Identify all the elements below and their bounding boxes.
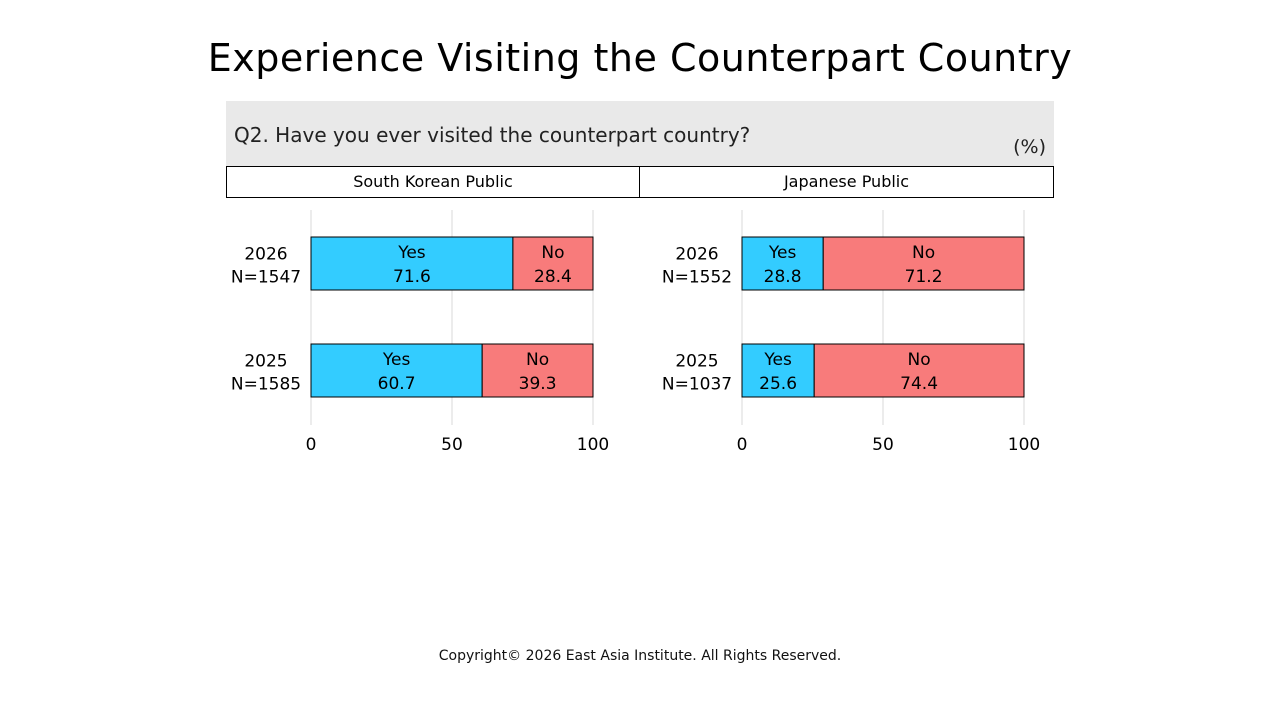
south-korea-data-label-yes-1: 60.7 — [378, 374, 416, 394]
south-korea-data-label-yes-0: 71.6 — [393, 267, 431, 287]
south-korea-series-label-yes-0: Yes — [397, 243, 426, 263]
south-korea-x-tick-label-50: 50 — [441, 435, 463, 455]
south-korea-category-label-0: 2026 N=1547 — [231, 245, 301, 288]
south-korea-x-tick-label-0: 0 — [306, 435, 317, 455]
japan-x-tick-label-50: 50 — [872, 435, 894, 455]
question-band: Q2. Have you ever visited the counterpar… — [226, 101, 1054, 166]
japan-series-label-yes-1: Yes — [763, 350, 792, 370]
south-korea-series-label-no-1: No — [526, 350, 549, 370]
japan-series-label-no-0: No — [912, 243, 935, 263]
unit-label: (%) — [1013, 136, 1046, 158]
japan-data-label-no-1: 74.4 — [900, 374, 938, 394]
japan-category-label-0: 2026 N=1552 — [662, 245, 732, 288]
japan-bar-yes-1 — [741, 343, 815, 398]
japan-data-label-yes-1: 25.6 — [759, 374, 797, 394]
japan-bar-no-1 — [813, 343, 1025, 398]
south-korea-bar-no-1 — [481, 343, 594, 398]
panel-header-row: South Korean Public Japanese Public — [226, 166, 1054, 198]
south-korea-category-label-1: 2025 N=1585 — [231, 352, 301, 395]
south-korea-series-label-yes-1: Yes — [382, 350, 411, 370]
japan-x-tick-label-0: 0 — [737, 435, 748, 455]
question-text: Q2. Have you ever visited the counterpar… — [234, 123, 751, 147]
south-korea-bar-yes-1 — [310, 343, 483, 398]
japan-x-tick-label-100: 100 — [1008, 435, 1040, 455]
japan-data-label-no-0: 71.2 — [905, 267, 943, 287]
panel-header-japan: Japanese Public — [640, 167, 1054, 197]
chart-title: Experience Visiting the Counterpart Coun… — [207, 36, 1073, 80]
japan-series-label-yes-0: Yes — [768, 243, 797, 263]
japan-data-label-yes-0: 28.8 — [764, 267, 802, 287]
copyright-footer: Copyright© 2026 East Asia Institute. All… — [438, 648, 842, 664]
south-korea-data-label-no-0: 28.4 — [534, 267, 572, 287]
south-korea-bar-no-0 — [512, 236, 594, 291]
south-korea-x-tick-label-100: 100 — [577, 435, 609, 455]
japan-bar-yes-0 — [741, 236, 824, 291]
south-korea-bar-yes-0 — [310, 236, 514, 291]
japan-category-label-1: 2025 N=1037 — [662, 352, 732, 395]
south-korea-data-label-no-1: 39.3 — [519, 374, 557, 394]
japan-series-label-no-1: No — [908, 350, 931, 370]
south-korea-series-label-no-0: No — [541, 243, 564, 263]
panel-header-south-korea: South Korean Public — [226, 167, 640, 197]
japan-bar-no-0 — [822, 236, 1025, 291]
